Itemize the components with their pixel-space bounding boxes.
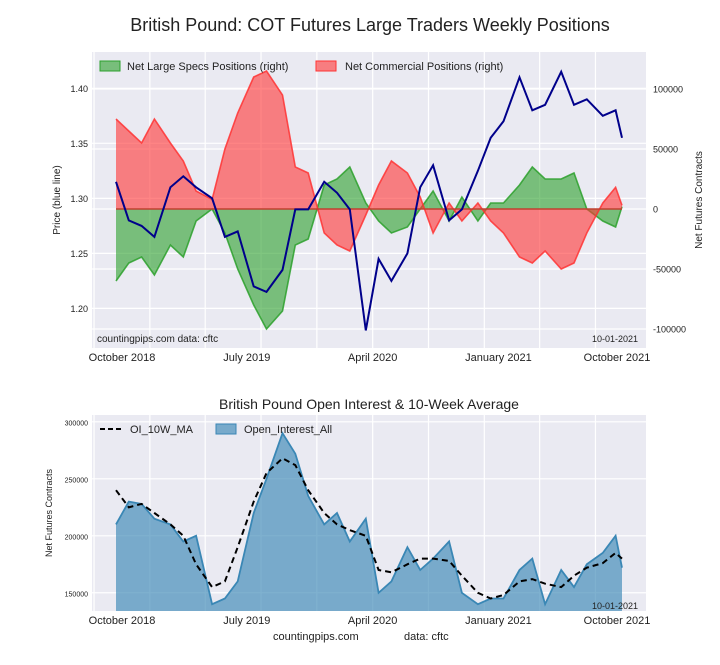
contracts-axis-label: Net Futures Contracts [694,151,705,249]
positions-xtick-label: July 2019 [223,352,270,364]
open-interest-line [115,431,623,607]
open-interest-xtick-label: July 2019 [223,615,270,627]
commercial-area [116,71,622,269]
specs-area [116,167,622,329]
open-interest-ytick-label: 150000 [65,591,88,598]
positions-ytick-right-label: -50000 [653,265,681,275]
figure-title: British Pound: COT Futures Large Traders… [130,15,610,35]
positions-xtick-label: October 2021 [584,352,651,364]
price-line [115,69,623,331]
open-interest-ytick-label: 250000 [65,477,88,484]
footer-source: data: cftc [404,631,449,643]
positions-annotation-date: 10-01-2021 [592,334,638,344]
open-interest-ytick-label: 200000 [65,534,88,541]
open-interest-xtick-label: April 2020 [348,615,398,627]
positions-xtick-label: January 2021 [465,352,532,364]
open-interest-xtick-label: October 2021 [584,615,651,627]
positions-ytick-label: 1.35 [70,139,88,149]
open-interest-xtick-label: October 2018 [89,615,156,627]
positions-chart: 1.20 1.25 1.30 1.35 1.40 October 2018 July 201… [52,52,705,364]
legend-label-commercial: Net Commercial Positions (right) [345,61,503,73]
legend-swatch-specs [99,60,121,72]
legend-swatch-oi [215,423,237,435]
open-interest-legend: OI_10W_MA Open_Interest_All [100,423,332,436]
positions-ytick-right-label: 50000 [653,144,678,154]
positions-xtick-label: April 2020 [348,352,398,364]
open-interest-axis-label: Net Futures Contracts [44,468,54,557]
footer-site: countingpips.com [273,631,359,643]
positions-ytick-label: 1.25 [70,249,88,259]
price-axis-label: Price (blue line) [52,165,63,234]
legend-swatch-commercial [315,60,337,72]
legend-label-oi: Open_Interest_All [244,424,332,436]
legend-label-specs: Net Large Specs Positions (right) [127,61,288,73]
positions-ytick-label: 1.40 [70,84,88,94]
positions-ytick-right-label: 100000 [653,84,683,94]
open-interest-area [116,433,622,611]
positions-ytick-label: 1.30 [70,194,88,204]
positions-xtick-label: October 2018 [89,352,156,364]
positions-ytick-label: 1.20 [70,304,88,314]
positions-ytick-right-label: -100000 [653,325,686,335]
open-interest-title: British Pound Open Interest & 10-Week Av… [219,396,519,412]
positions-annotation-source: countingpips.com data: cftc [97,334,218,345]
legend-label-ma: OI_10W_MA [130,424,194,436]
positions-legend: Net Large Specs Positions (right) Net Co… [99,60,503,73]
open-interest-ytick-label: 300000 [65,420,88,427]
moving-average-line [115,457,623,600]
commercial-line [115,69,623,270]
specs-line [115,165,623,331]
positions-ytick-right-label: 0 [653,205,658,215]
open-interest-xtick-label: January 2021 [465,615,532,627]
open-interest-annotation-date: 10-01-2021 [592,601,638,611]
open-interest-chart: British Pound Open Interest & 10-Week Av… [44,396,650,627]
